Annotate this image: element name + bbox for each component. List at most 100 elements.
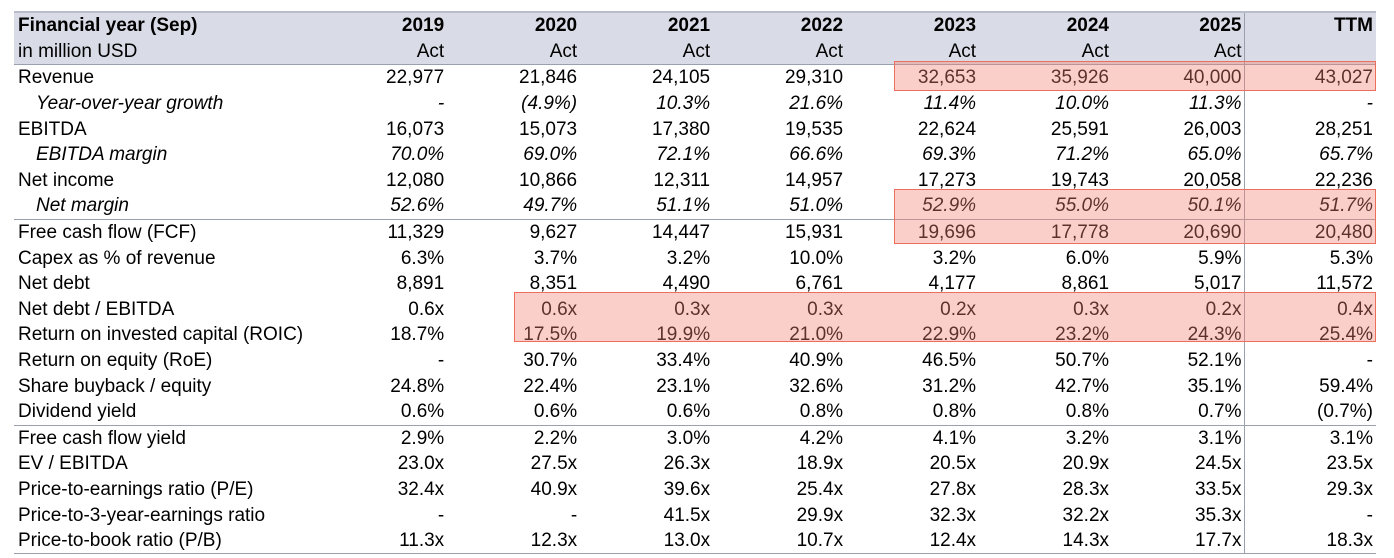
value-cell-2019: 52.6% <box>390 195 445 217</box>
value-cell-2025: 20,058 <box>1183 169 1242 191</box>
value-cell-2025: 5,017 <box>1193 273 1242 295</box>
table-title: Financial year (Sep) <box>14 11 315 39</box>
row-label: Share buyback / equity <box>18 375 212 397</box>
value-cell-2022: 0.8% <box>799 401 844 423</box>
value-cell-2022: 0.3x <box>807 298 844 320</box>
value-cell-2022: 4.2% <box>713 424 847 452</box>
year-2022-header: 2022 <box>713 11 847 39</box>
value-cell-2023: 46.5% <box>922 350 977 372</box>
year-2021-header: 2021 <box>580 11 714 39</box>
row-label: Year-over-year growth <box>36 93 224 115</box>
row-label: Price-to-book ratio (P/B) <box>14 527 315 555</box>
status-2019: Act <box>314 38 448 65</box>
value-cell-2024: 0.8% <box>1065 401 1110 423</box>
value-cell-2021: 39.6x <box>663 478 711 500</box>
value-cell-2024: 17,778 <box>979 218 1113 246</box>
value-cell-2020: (4.9%) <box>521 93 578 115</box>
value-cell-2020: - <box>570 504 578 526</box>
value-cell-2019: 2.9% <box>314 424 448 452</box>
table-row: EBITDA 16,073 15,073 17,380 19,535 22,624 25,5… <box>14 116 1376 142</box>
value-cell-ttm: 65.7% <box>1244 141 1376 168</box>
value-cell-2021: 72.1% <box>656 144 711 166</box>
value-cell-2021: 0.3x <box>674 298 711 320</box>
value-cell-2023: 12.4x <box>846 527 980 555</box>
year-2024-header: 2024 <box>979 11 1113 39</box>
value-cell-2023: 52.9% <box>922 195 977 217</box>
value-cell-ttm: 5.3% <box>1244 245 1376 271</box>
table-row: Year-over-year growth - (4.9%) 10.3% 21.6% 11… <box>14 90 1376 117</box>
value-cell-2024: 35,926 <box>979 64 1113 91</box>
value-cell-ttm: (0.7%) <box>1244 398 1376 425</box>
financial-summary-table: Financial year (Sep) 2019 2020 2021 2022… <box>14 11 1376 555</box>
value-cell-2022: 40.9% <box>789 350 844 372</box>
row-label: Capex as % of revenue <box>18 247 216 269</box>
value-cell-2019: 11,329 <box>314 218 448 246</box>
row-label: Net debt / EBITDA <box>18 298 175 320</box>
value-cell-2023: 69.3% <box>922 144 977 166</box>
value-cell-ttm: 25.4% <box>1244 322 1376 348</box>
table-row: Net debt 8,891 8,351 4,490 6,761 4,177 8,861 5,… <box>14 270 1376 297</box>
value-cell-ttm: - <box>1244 502 1376 528</box>
value-cell-2022: 6,761 <box>795 273 844 295</box>
row-label: Dividend yield <box>18 401 137 423</box>
value-cell-2021: 17,380 <box>651 118 711 140</box>
value-cell-2025: 33.5x <box>1195 478 1242 500</box>
financial-table-container: Financial year (Sep) 2019 2020 2021 2022… <box>14 11 1376 555</box>
value-cell-2020: 10,866 <box>519 169 578 191</box>
value-cell-2024: 3.2% <box>979 424 1113 452</box>
value-cell-2024: 6.0% <box>1065 247 1110 269</box>
table-row: EBITDA margin 70.0% 69.0% 72.1% 66.6% 69.3% 71… <box>14 141 1376 168</box>
value-cell-2025: 24.5x <box>1195 453 1242 475</box>
value-cell-2020: 0.6x <box>541 298 578 320</box>
value-cell-2024: 0.3x <box>1073 298 1110 320</box>
header-row-years: Financial year (Sep) 2019 2020 2021 2022… <box>14 11 1376 39</box>
value-cell-2025: 65.0% <box>1187 144 1242 166</box>
value-cell-2023: 31.2% <box>922 375 977 397</box>
value-cell-2019: 6.3% <box>400 247 445 269</box>
value-cell-2020: 2.2% <box>447 424 581 452</box>
value-cell-2020: 21,846 <box>447 64 581 91</box>
value-cell-2025: 35.3x <box>1195 504 1242 526</box>
table-row: Free cash flow yield 2.9% 2.2% 3.0% 4.2% 4.1%… <box>14 424 1376 452</box>
value-cell-2020: 9,627 <box>447 218 581 246</box>
row-label: Return on invested capital (ROIC) <box>18 324 304 346</box>
value-cell-2020: 17.5% <box>523 324 578 346</box>
value-cell-2022: 18.9x <box>796 453 844 475</box>
value-cell-2019: - <box>437 504 445 526</box>
value-cell-ttm: 3.1% <box>1244 424 1376 452</box>
value-cell-2019: - <box>437 350 445 372</box>
value-cell-2019: 22,977 <box>314 64 448 91</box>
value-cell-ttm: 51.7% <box>1244 193 1376 220</box>
value-cell-2019: 0.6% <box>400 401 445 423</box>
table-row: Revenue 22,977 21,846 24,105 29,310 32,653 35,… <box>14 64 1376 91</box>
table-subtitle: in million USD <box>14 38 315 65</box>
value-cell-2023: 0.8% <box>932 401 977 423</box>
value-cell-2025: 52.1% <box>1187 350 1242 372</box>
value-cell-2019: 16,073 <box>386 118 445 140</box>
value-cell-2021: 3.0% <box>580 424 714 452</box>
value-cell-2019: 70.0% <box>390 144 445 166</box>
value-cell-2021: 26.3x <box>663 453 711 475</box>
value-cell-2021: 0.6% <box>666 401 711 423</box>
table-row: Return on invested capital (ROIC) 18.7% 17… <box>14 322 1376 348</box>
value-cell-2025: 26,003 <box>1183 118 1242 140</box>
value-cell-2019: 0.6x <box>408 298 445 320</box>
row-label: Free cash flow (FCF) <box>14 218 315 246</box>
row-label: EBITDA <box>18 118 87 140</box>
value-cell-ttm: - <box>1244 90 1376 117</box>
value-cell-2021: 3.2% <box>666 247 711 269</box>
row-label: EV / EBITDA <box>18 453 128 475</box>
value-cell-2019: 12,080 <box>386 169 445 191</box>
value-cell-ttm: 28,251 <box>1244 116 1376 142</box>
table-row: Price-to-earnings ratio (P/E) 32.4x 40.9x 3… <box>14 476 1376 503</box>
value-cell-2020: 15,073 <box>519 118 578 140</box>
value-cell-2020: 0.6% <box>533 401 578 423</box>
value-cell-2022: 14,957 <box>784 169 844 191</box>
status-2022: Act <box>713 38 847 65</box>
table-row: Free cash flow (FCF) 11,329 9,627 14,447 15,… <box>14 218 1376 246</box>
value-cell-2020: 49.7% <box>523 195 578 217</box>
row-label: Revenue <box>14 64 315 91</box>
row-label: Net debt <box>18 273 90 295</box>
value-cell-2024: 71.2% <box>1055 144 1110 166</box>
value-cell-2022: 51.0% <box>789 195 844 217</box>
